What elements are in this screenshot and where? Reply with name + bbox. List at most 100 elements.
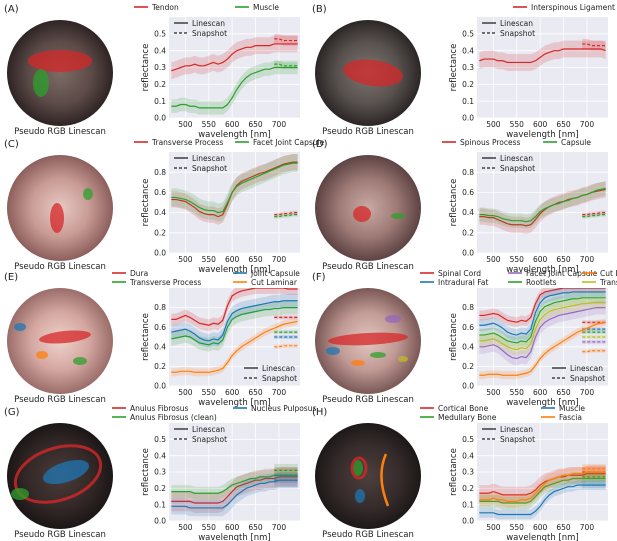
- image-caption: Pseudo RGB Linescan: [14, 262, 106, 272]
- x-tick-label: 550: [202, 388, 217, 397]
- style-legend-label: Linescan: [570, 364, 603, 373]
- series-line-linescan: [479, 471, 606, 503]
- style-legend-label: Snapshot: [192, 435, 227, 444]
- plot-area: [477, 152, 608, 253]
- style-legend-label: Snapshot: [192, 164, 227, 173]
- style-legend-label: Linescan: [500, 154, 533, 163]
- x-tick-label: 500: [178, 120, 193, 129]
- series-line-snapshot: [274, 345, 298, 348]
- panel-label: (F): [312, 272, 326, 283]
- series-line-linescan: [479, 48, 606, 64]
- y-tick-label: 0.4: [154, 46, 166, 55]
- y-tick-label: 0.4: [154, 208, 166, 217]
- panel-label: (A): [4, 4, 19, 15]
- plot-area: [477, 288, 608, 386]
- series-band-linescan: [171, 35, 298, 80]
- legend-label: Transverse Process: [599, 278, 617, 287]
- legend-label: Facet Joint Capsule: [526, 269, 598, 278]
- series-group: [479, 38, 606, 71]
- tissue-annotation: [398, 356, 408, 362]
- series-line-snapshot: [274, 214, 298, 218]
- tissue-annotation: [39, 330, 91, 344]
- y-tick-label: 0.3: [462, 468, 474, 477]
- legend-label: Dura: [130, 269, 148, 278]
- tissue-legend: Spinous Process Capsule: [442, 138, 591, 147]
- y-tick-label: 0.8: [462, 303, 474, 312]
- x-tick-label: 700: [272, 523, 287, 532]
- image-caption: Pseudo RGB Linescan: [322, 395, 414, 405]
- x-tick-label: 500: [486, 523, 501, 532]
- y-tick-label: 0.0: [462, 517, 474, 526]
- y-tick-label: 0.8: [154, 303, 166, 312]
- y-tick-label: 0.4: [462, 342, 474, 351]
- tissue-annotation: [353, 460, 363, 476]
- x-tick-label: 700: [580, 388, 595, 397]
- y-tick-label: 0.2: [462, 228, 474, 237]
- x-tick-label: 650: [556, 523, 571, 532]
- y-tick-label: 0.3: [462, 63, 474, 72]
- y-tick-label: 0.1: [154, 97, 166, 106]
- x-tick-label: 550: [510, 388, 525, 397]
- y-axis-label: reflectance: [141, 179, 151, 227]
- legend-label: Capsule: [561, 138, 591, 147]
- legend-label: Interspinous Ligament: [531, 3, 615, 12]
- y-tick-label: 0.3: [154, 468, 166, 477]
- legend-label: Transverse Process: [151, 138, 223, 147]
- tissue-annotation: [36, 351, 48, 359]
- y-tick-label: 0.3: [154, 63, 166, 72]
- panel-label: (E): [4, 272, 18, 283]
- tissue-annotation: [353, 206, 371, 222]
- series-line-snapshot: [274, 211, 298, 216]
- tissue-annotation: [11, 488, 29, 500]
- tissue-annotation: [28, 50, 92, 72]
- tissue-annotation: [370, 352, 386, 358]
- tissue-annotation: [50, 203, 64, 233]
- y-tick-label: 0.4: [154, 342, 166, 351]
- style-legend-label: Linescan: [500, 19, 533, 28]
- x-tick-label: 500: [178, 523, 193, 532]
- tissue-annotation: [328, 332, 408, 346]
- tissue-annotation: [385, 315, 401, 323]
- x-axis-label: wavelength [nm]: [506, 533, 579, 541]
- series-band-linescan: [479, 480, 606, 520]
- tissue-legend: Tendon Muscle: [134, 3, 279, 12]
- y-tick-label: 0.0: [462, 382, 474, 391]
- x-tick-label: 650: [248, 120, 263, 129]
- x-tick-label: 550: [510, 255, 525, 264]
- series-group: [479, 463, 606, 520]
- series-band-linescan: [479, 300, 606, 366]
- tissue-annotation: [42, 459, 90, 485]
- legend-label: Muscle: [559, 404, 585, 413]
- x-tick-label: 500: [486, 255, 501, 264]
- series-line-linescan: [479, 321, 606, 376]
- tissue-legend: Interspinous Ligament: [513, 3, 615, 12]
- x-tick-label: 550: [202, 120, 217, 129]
- style-legend-label: Linescan: [192, 154, 225, 163]
- x-tick-label: 650: [248, 388, 263, 397]
- x-tick-label: 600: [225, 388, 240, 397]
- series-line-linescan: [479, 473, 606, 496]
- legend-label: Rootlets: [526, 278, 557, 287]
- x-tick-label: 650: [248, 255, 263, 264]
- series-band-snapshot: [582, 38, 606, 51]
- series-line-snapshot: [274, 63, 298, 67]
- series-band-linescan: [171, 293, 298, 348]
- y-tick-label: 0.2: [154, 484, 166, 493]
- y-tick-label: 0.5: [462, 29, 474, 38]
- y-tick-label: 0.6: [462, 323, 474, 332]
- tissue-annotation: [350, 456, 368, 480]
- style-legend-label: Snapshot: [500, 164, 535, 173]
- y-axis-label: reflectance: [449, 44, 459, 92]
- x-axis-label: wavelength [nm]: [506, 398, 579, 408]
- series-line-linescan: [171, 288, 298, 326]
- series-line-snapshot: [582, 43, 606, 47]
- series-group: [171, 33, 298, 115]
- y-axis-label: reflectance: [141, 44, 151, 92]
- y-tick-label: 0.8: [154, 168, 166, 177]
- series-group: [171, 154, 298, 225]
